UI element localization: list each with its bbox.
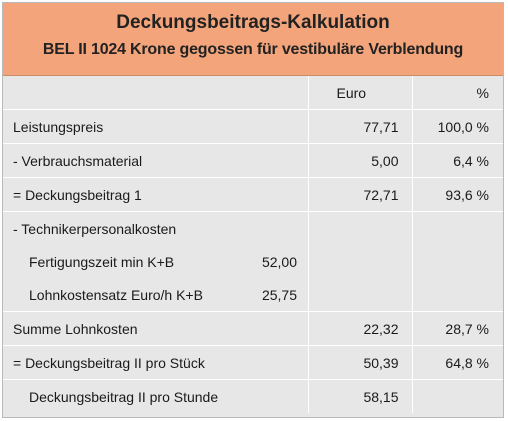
- row-euro-verbrauchsmaterial: 5,00: [307, 143, 412, 178]
- table-row: Lohnkostensatz Euro/h K+B 25,75: [3, 278, 503, 312]
- row-percent-leistungspreis: 100,0 %: [411, 109, 503, 144]
- row-label-deckungsbeitrag2-stueck: = Deckungsbeitrag II pro Stück: [3, 345, 308, 380]
- row-percent-summe-lohnkosten: 28,7 %: [411, 311, 503, 346]
- row-label-summe-lohnkosten: Summe Lohnkosten: [3, 311, 308, 346]
- page-subtitle: BEL II 1024 Krone gegossen für vestibulä…: [42, 41, 464, 58]
- row-euro-empty: [307, 278, 412, 312]
- table-row: Deckungsbeitrag II pro Stunde 58,15: [3, 379, 503, 413]
- row-percent-verbrauchsmaterial: 6,4 %: [411, 143, 503, 178]
- row-percent-deckungsbeitrag1: 93,6 %: [411, 177, 503, 212]
- table-row: - Technikerpersonalkosten: [3, 211, 503, 245]
- row-percent-empty: [411, 278, 503, 312]
- row-euro-deckungsbeitrag2-stunde: 58,15: [307, 379, 412, 413]
- row-euro-summe-lohnkosten: 22,32: [307, 311, 412, 346]
- row-euro-deckungsbeitrag2-stueck: 50,39: [307, 345, 412, 380]
- row-label-fertigungszeit: Fertigungszeit min K+B: [29, 253, 175, 270]
- row-label-leistungspreis: Leistungspreis: [3, 109, 308, 144]
- column-header-euro: Euro: [307, 76, 412, 110]
- table-header-row: Euro %: [3, 76, 503, 110]
- row-value-lohnkostensatz: 25,75: [261, 286, 297, 303]
- table-row: - Verbrauchsmaterial 5,00 6,4 %: [3, 143, 503, 178]
- row-fertigungszeit-cell: Fertigungszeit min K+B 52,00: [3, 245, 308, 278]
- row-lohnkostensatz-cell: Lohnkostensatz Euro/h K+B 25,75: [3, 278, 308, 312]
- table-row: = Deckungsbeitrag 1 72,71 93,6 %: [3, 177, 503, 212]
- row-percent-empty: [411, 245, 503, 278]
- calculation-table: Euro % Leistungspreis 77,71 100,0 % - Ve…: [3, 76, 503, 413]
- header-label-cell: [3, 76, 308, 110]
- row-euro-empty: [307, 245, 412, 278]
- row-percent-empty: [411, 379, 503, 413]
- calculation-card: Deckungsbeitrags-Kalkulation BEL II 1024…: [2, 2, 504, 418]
- row-label-lohnkostensatz: Lohnkostensatz Euro/h K+B: [29, 286, 203, 303]
- header-banner: Deckungsbeitrags-Kalkulation BEL II 1024…: [3, 3, 503, 76]
- row-label-technikerpersonalkosten: - Technikerpersonalkosten: [3, 211, 308, 245]
- row-percent-empty: [411, 211, 503, 245]
- row-euro-empty: [307, 211, 412, 245]
- row-label-deckungsbeitrag2-stunde: Deckungsbeitrag II pro Stunde: [3, 379, 308, 413]
- column-header-percent: %: [411, 76, 503, 110]
- table-row: = Deckungsbeitrag II pro Stück 50,39 64,…: [3, 345, 503, 380]
- row-percent-deckungsbeitrag2-stueck: 64,8 %: [411, 345, 503, 380]
- row-label-deckungsbeitrag1: = Deckungsbeitrag 1: [3, 177, 308, 212]
- page-title: Deckungsbeitrags-Kalkulation: [116, 12, 390, 33]
- table-row: Summe Lohnkosten 22,32 28,7 %: [3, 311, 503, 346]
- row-euro-leistungspreis: 77,71: [307, 109, 412, 144]
- row-euro-deckungsbeitrag1: 72,71: [307, 177, 412, 212]
- table-row: Leistungspreis 77,71 100,0 %: [3, 109, 503, 144]
- row-value-fertigungszeit: 52,00: [261, 253, 297, 270]
- table-row: Fertigungszeit min K+B 52,00: [3, 245, 503, 278]
- row-label-verbrauchsmaterial: - Verbrauchsmaterial: [3, 143, 308, 178]
